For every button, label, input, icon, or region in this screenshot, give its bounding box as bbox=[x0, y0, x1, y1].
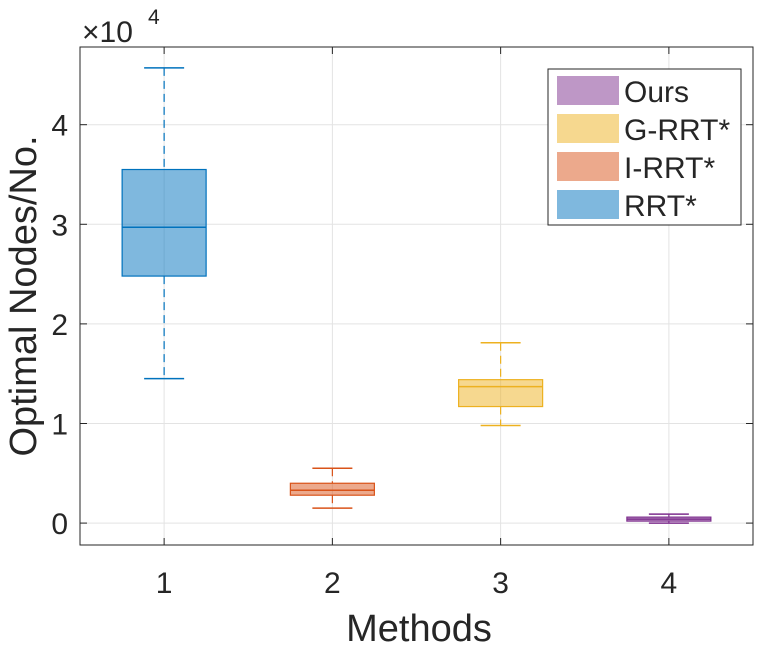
box-i-rrt- bbox=[289, 467, 375, 509]
legend-swatch bbox=[557, 190, 619, 219]
legend-item: Ours bbox=[557, 76, 689, 109]
axes-frame bbox=[79, 46, 754, 546]
iqr-box bbox=[289, 482, 375, 496]
legend-label: RRT* bbox=[624, 190, 697, 223]
legend-items: Ours G-RRT* I-RRT* RRT* bbox=[557, 76, 730, 223]
y-multiplier: ×10 4 bbox=[82, 6, 160, 49]
box-rrt- bbox=[121, 67, 207, 380]
x-tick-label: 2 bbox=[324, 567, 341, 600]
legend: Ours G-RRT* I-RRT* RRT* bbox=[547, 68, 742, 226]
box-g-rrt- bbox=[458, 342, 544, 427]
y-multiplier-exponent: 4 bbox=[148, 6, 160, 29]
y-tick-label: 3 bbox=[51, 209, 68, 242]
legend-swatch bbox=[557, 114, 619, 143]
x-tick-label: 1 bbox=[156, 567, 173, 600]
y-tick-label: 1 bbox=[51, 408, 68, 441]
x-axis-label: Methods bbox=[346, 608, 492, 645]
legend-label: I-RRT* bbox=[624, 152, 715, 185]
iqr-box bbox=[121, 168, 207, 277]
y-tick-label: 0 bbox=[51, 508, 68, 541]
legend-item: G-RRT* bbox=[557, 114, 730, 147]
iqr-box bbox=[458, 379, 544, 408]
legend-label: Ours bbox=[624, 76, 689, 109]
legend-swatch bbox=[557, 76, 619, 105]
box-ours bbox=[626, 513, 712, 524]
x-tick-label: 4 bbox=[661, 567, 678, 600]
legend-item: RRT* bbox=[557, 190, 697, 223]
y-tick-label: 4 bbox=[51, 110, 68, 143]
legend-item: I-RRT* bbox=[557, 152, 715, 185]
ticks: 0 1 2 3 4 1 2 3 4 bbox=[51, 47, 753, 600]
y-multiplier-base: ×10 bbox=[82, 16, 133, 49]
x-tick-label: 3 bbox=[492, 567, 509, 600]
boxes bbox=[121, 67, 712, 524]
legend-swatch bbox=[557, 152, 619, 181]
y-tick-label: 2 bbox=[51, 309, 68, 342]
y-axis-label: Optimal Nodes/No. bbox=[3, 135, 45, 456]
legend-label: G-RRT* bbox=[624, 114, 730, 147]
